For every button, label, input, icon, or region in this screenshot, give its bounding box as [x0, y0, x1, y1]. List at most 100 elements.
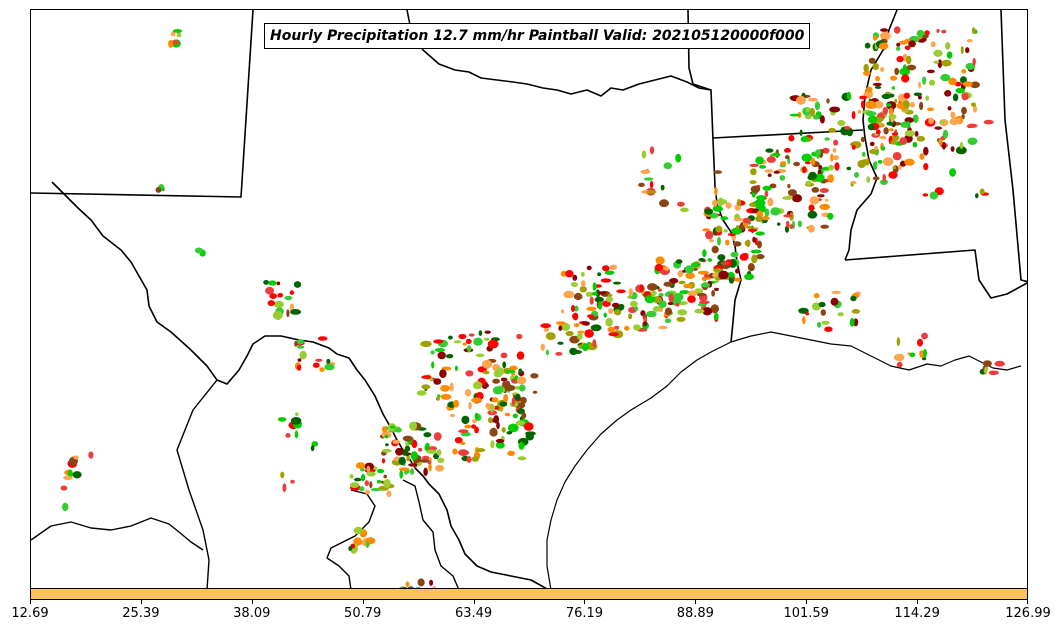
precip-blob	[962, 81, 973, 87]
precip-blob	[589, 296, 594, 305]
precip-blob	[770, 207, 781, 216]
precip-blob	[540, 323, 552, 329]
precip-blob	[802, 316, 806, 325]
precip-blob	[829, 106, 841, 113]
precip-blob	[737, 198, 741, 207]
precip-blob	[872, 176, 880, 181]
precip-blob	[783, 214, 793, 218]
precip-blob	[890, 75, 898, 81]
precip-blob	[712, 205, 723, 212]
precip-blob	[802, 166, 807, 174]
precip-blob	[787, 189, 797, 197]
precip-blob	[509, 365, 518, 371]
precip-blob	[831, 290, 842, 294]
precip-blob	[857, 109, 861, 114]
precip-blob	[60, 485, 68, 491]
precip-blob	[435, 464, 445, 472]
precip-blob	[355, 462, 366, 469]
precip-blob	[730, 251, 739, 258]
precip-blob	[629, 300, 638, 307]
precip-blob	[891, 132, 899, 136]
precip-blob	[284, 295, 293, 301]
precip-blob	[516, 333, 523, 340]
precip-blob	[752, 236, 756, 243]
precip-blob	[361, 473, 366, 482]
precip-blob	[389, 425, 396, 429]
precip-blob	[433, 378, 442, 385]
precip-blob	[290, 479, 295, 484]
precip-blob	[518, 441, 525, 450]
precip-blob	[936, 28, 940, 33]
precip-blob	[776, 222, 781, 226]
precip-blob	[809, 196, 820, 205]
precip-blob	[517, 456, 527, 461]
precip-blob	[383, 479, 391, 489]
precip-blob	[499, 401, 508, 407]
precip-blob	[416, 587, 421, 588]
precip-blob	[929, 191, 939, 200]
precip-blob	[474, 412, 479, 420]
precip-blob	[807, 97, 818, 102]
precip-blob	[875, 129, 881, 135]
precip-blob	[171, 40, 180, 45]
precip-blob	[820, 309, 826, 316]
precip-blob	[366, 465, 371, 473]
precip-blob	[866, 176, 871, 183]
precip-blob	[558, 325, 563, 331]
precip-blob	[764, 208, 770, 217]
precip-blob	[581, 271, 585, 277]
precip-blob	[432, 586, 437, 588]
precip-blob	[872, 161, 878, 170]
precip-blob	[947, 106, 952, 111]
precip-blob	[837, 120, 846, 126]
precip-blob	[718, 270, 729, 280]
precip-blob	[543, 327, 549, 333]
precip-blob	[874, 101, 884, 109]
precip-blob	[982, 360, 992, 367]
precip-blob	[683, 283, 693, 289]
colorbar-tick	[917, 600, 919, 604]
precip-blob	[62, 502, 69, 512]
precip-blob	[458, 449, 469, 456]
precip-blob	[605, 317, 613, 327]
precip-blob	[597, 291, 607, 295]
precip-blob	[875, 75, 880, 82]
precip-blob	[570, 282, 579, 287]
colorbar-tick	[251, 600, 253, 604]
precip-blob	[941, 29, 947, 34]
precip-blob	[833, 139, 839, 146]
precip-blob	[573, 305, 579, 312]
precip-blob	[516, 351, 525, 360]
precip-blob	[675, 153, 682, 163]
precip-blob	[545, 332, 556, 340]
precip-blob	[869, 149, 878, 155]
precip-blob	[711, 245, 719, 254]
precip-blob	[581, 343, 589, 351]
precip-blob	[949, 118, 959, 126]
colorbar-tick-label: 88.89	[676, 606, 714, 621]
precip-blob	[609, 264, 618, 270]
precip-blob	[824, 137, 830, 141]
precip-blob	[422, 455, 430, 461]
precip-blob	[904, 45, 911, 51]
precip-blob	[879, 136, 887, 140]
precip-blob	[370, 488, 381, 492]
precip-blob	[584, 329, 594, 338]
precip-blob	[592, 282, 597, 291]
precip-blob	[934, 126, 942, 130]
precip-blob	[761, 216, 770, 221]
precip-blob	[453, 399, 459, 408]
precip-blob	[277, 292, 284, 298]
precip-blob	[853, 318, 859, 327]
precip-blob	[807, 224, 815, 233]
precip-blob	[423, 467, 428, 476]
precip-blob	[755, 231, 765, 236]
precip-blob	[555, 352, 563, 356]
precip-blob	[955, 146, 967, 155]
precip-blob	[742, 217, 752, 224]
precip-blob	[613, 281, 621, 285]
precip-blob	[818, 164, 823, 171]
precip-blob	[426, 449, 437, 454]
precip-blob	[677, 309, 688, 316]
precip-blob	[607, 326, 616, 333]
